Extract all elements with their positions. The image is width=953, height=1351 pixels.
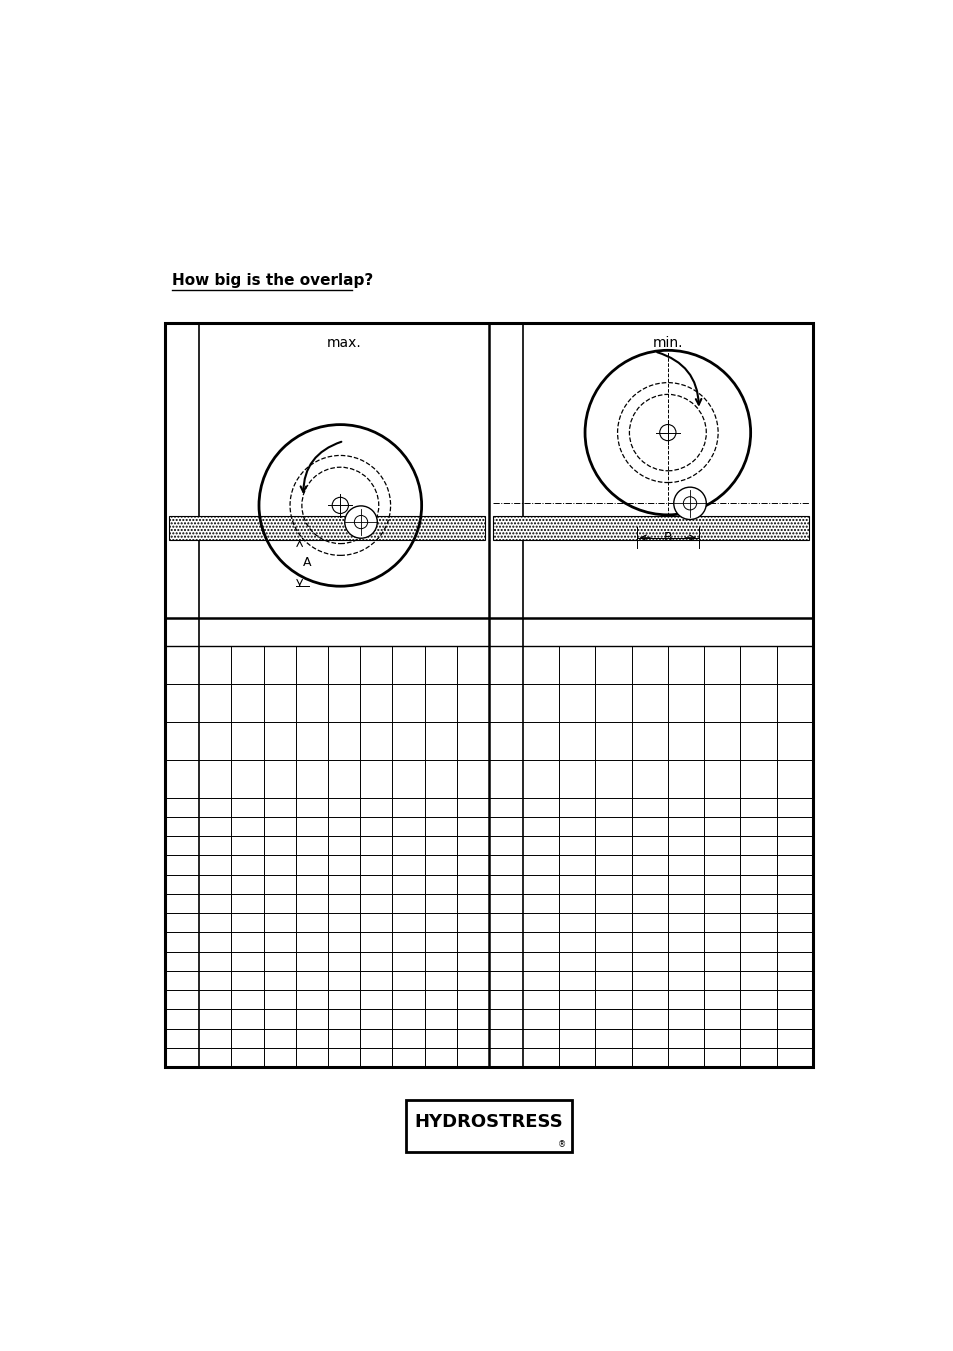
Bar <box>492 516 808 540</box>
Bar <box>405 1101 572 1152</box>
Bar <box>492 516 808 540</box>
Text: A: A <box>303 557 312 570</box>
Text: B: B <box>663 531 672 544</box>
Bar <box>169 516 485 540</box>
Bar <box>169 516 485 540</box>
Ellipse shape <box>673 488 705 520</box>
Bar <box>165 323 812 1067</box>
Text: HYDROSTRESS: HYDROSTRESS <box>415 1113 562 1131</box>
Text: ®: ® <box>558 1140 565 1150</box>
Ellipse shape <box>344 505 376 538</box>
Text: max.: max. <box>326 336 361 350</box>
Text: How big is the overlap?: How big is the overlap? <box>172 273 374 288</box>
Text: min.: min. <box>652 336 682 350</box>
